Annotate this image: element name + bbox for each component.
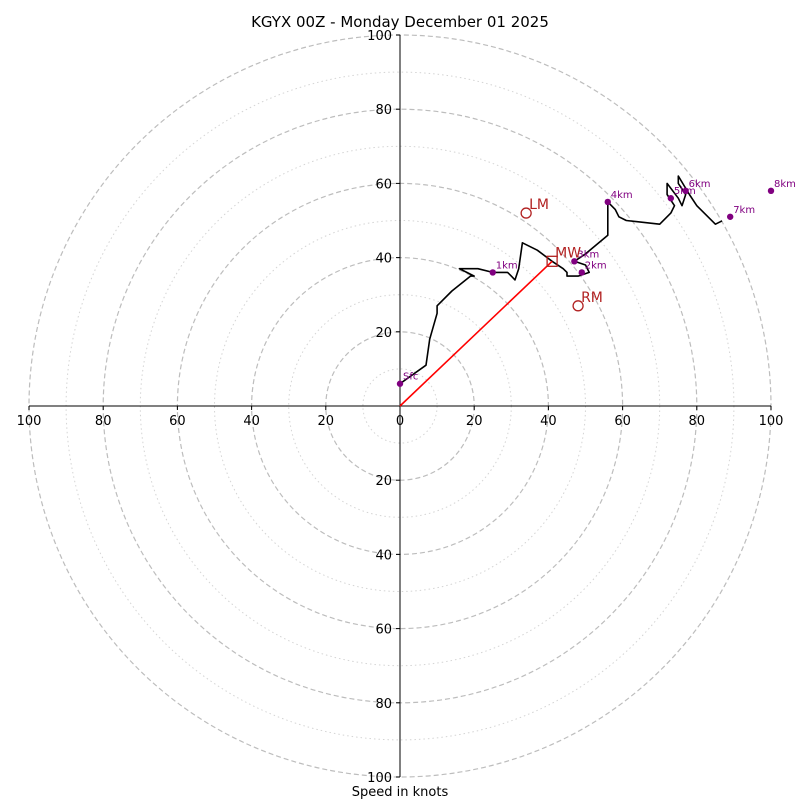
motion-marker-LM: LM: [520, 197, 549, 219]
height-marker-Sfc: Sfc: [396, 372, 418, 387]
height-marker-dot: [726, 213, 734, 220]
height-marker-dot: [667, 195, 675, 202]
motion-marker-RM: RM: [572, 290, 603, 312]
height-marker-label: Sfc: [403, 372, 418, 383]
y-tick-label: 60: [375, 623, 392, 638]
height-marker-6km: 6km: [682, 179, 711, 195]
motion-marker-symbol: [520, 207, 532, 219]
mean-wind-arrow: [399, 260, 553, 407]
x-tick-label: 0: [396, 414, 404, 429]
motion-marker-symbol: [572, 300, 584, 312]
x-tick-label: 100: [17, 414, 42, 429]
height-marker-label: 2km: [585, 260, 607, 271]
x-tick-label: 40: [243, 414, 260, 429]
height-markers: Sfc1km2km3km4km5km6km7km8km: [396, 179, 796, 387]
height-marker-dot: [682, 187, 689, 195]
height-marker-label: 3km: [577, 249, 599, 260]
y-tick-label: 80: [375, 103, 392, 118]
storm-motion-markers: LM MW RM: [520, 197, 603, 312]
x-axis-label: Speed in knots: [352, 785, 449, 800]
height-marker-4km: 4km: [604, 190, 633, 206]
motion-marker-label: MW: [555, 245, 581, 261]
height-marker-dot: [767, 187, 775, 195]
height-marker-dot: [604, 198, 611, 206]
tick-labels: 100 80 60 40 20 0 20 40 60 80 100 100 80 60 40 20 20 40 60…: [17, 29, 784, 786]
height-marker-7km: 7km: [726, 205, 755, 220]
x-tick-label: 20: [466, 414, 483, 429]
x-tick-label: 60: [169, 414, 186, 429]
y-tick-label: 60: [375, 177, 392, 192]
motion-marker-symbol: [546, 255, 558, 267]
height-marker-label: 1km: [496, 260, 518, 271]
mean-wind-vector: [399, 260, 553, 407]
height-marker-label: 7km: [733, 205, 755, 216]
height-marker-label: 8km: [774, 179, 796, 190]
height-marker-label: 4km: [611, 190, 633, 201]
y-tick-label: 40: [375, 548, 392, 563]
y-tick-label: 20: [375, 326, 392, 341]
y-tick-label: 40: [375, 252, 392, 267]
x-tick-label: 20: [318, 414, 335, 429]
y-tick-label: 100: [367, 29, 392, 44]
x-tick-label: 100: [759, 414, 784, 429]
height-marker-1km: 1km: [489, 260, 518, 276]
y-tick-label: 80: [375, 697, 392, 712]
x-tick-label: 80: [95, 414, 112, 429]
y-tick-label: 100: [367, 771, 392, 786]
height-marker-dot: [396, 380, 404, 387]
height-marker-label: 6km: [689, 179, 711, 190]
height-marker-dot: [578, 269, 585, 276]
motion-marker-MW: MW: [546, 245, 581, 267]
height-marker-dot: [571, 258, 578, 265]
height-marker-dot: [489, 269, 496, 276]
height-marker-3km: 3km: [571, 249, 599, 265]
height-marker-8km: 8km: [767, 179, 796, 195]
y-tick-label: 20: [375, 474, 392, 489]
x-tick-label: 40: [540, 414, 557, 429]
chart-title: KGYX 00Z - Monday December 01 2025: [251, 13, 549, 31]
motion-marker-label: RM: [581, 290, 603, 306]
x-tick-label: 80: [689, 414, 706, 429]
height-marker-2km: 2km: [578, 260, 607, 276]
motion-marker-label: LM: [529, 197, 549, 213]
x-tick-label: 60: [614, 414, 631, 429]
